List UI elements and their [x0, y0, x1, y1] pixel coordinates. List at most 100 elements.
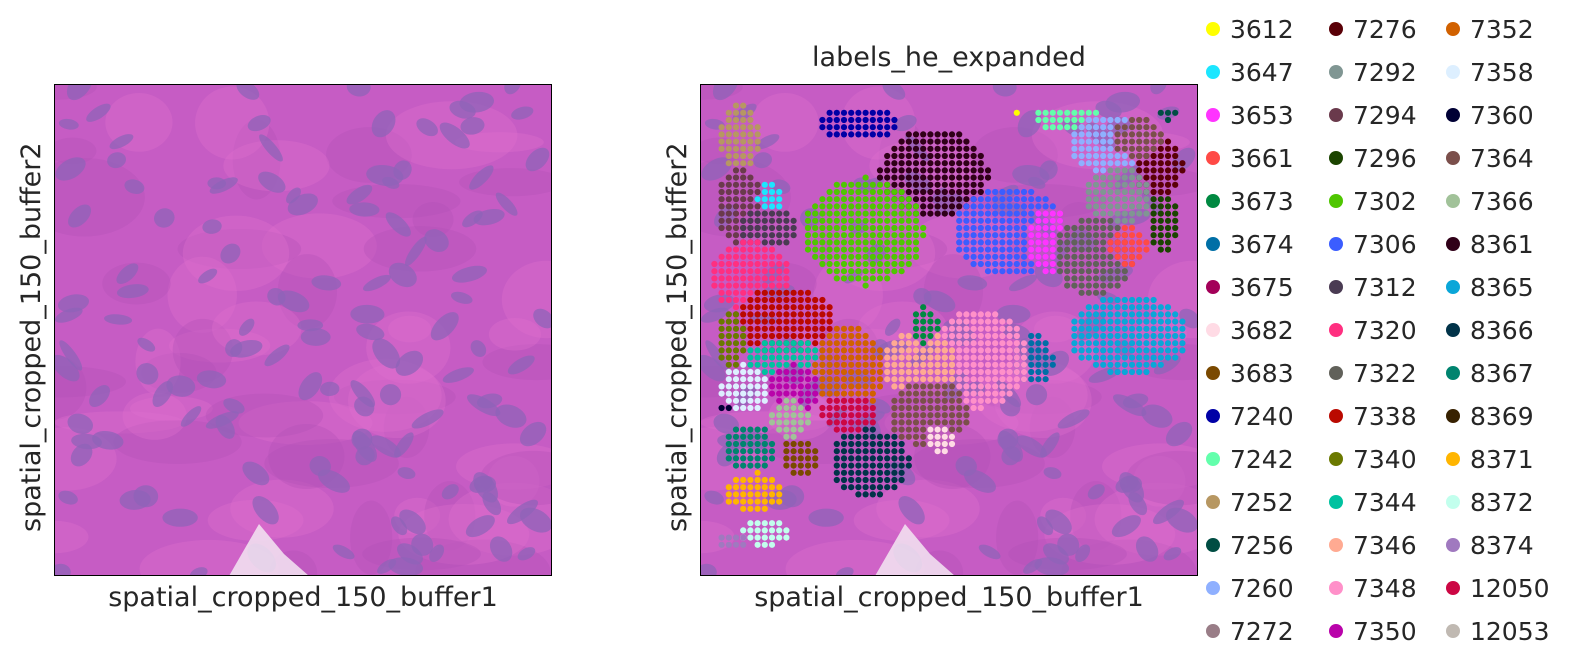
- label-point: [898, 426, 905, 433]
- label-point: [1100, 232, 1107, 239]
- label-point: [984, 376, 992, 383]
- label-point: [826, 246, 833, 253]
- label-point: [1085, 318, 1092, 325]
- label-point: [747, 455, 754, 462]
- label-point: [956, 325, 963, 332]
- label-point: [1049, 210, 1056, 217]
- label-point: [1020, 253, 1028, 260]
- label-point: [1049, 260, 1056, 268]
- legend-label: 7294: [1353, 100, 1417, 130]
- label-point: [1164, 347, 1172, 354]
- label-point: [754, 282, 761, 289]
- label-point: [1128, 131, 1136, 138]
- label-point: [768, 354, 776, 361]
- label-point: [927, 419, 934, 426]
- label-point: [812, 368, 819, 376]
- label-point: [977, 160, 984, 167]
- label-point: [934, 368, 941, 376]
- label-point: [898, 260, 905, 268]
- label-point: [1107, 124, 1114, 131]
- label-point: [1128, 145, 1136, 152]
- label-point: [826, 404, 833, 412]
- label-point: [761, 203, 768, 210]
- label-point: [840, 181, 848, 188]
- label-point: [999, 361, 1006, 368]
- label-point: [1085, 109, 1092, 116]
- label-point: [963, 368, 970, 376]
- label-point: [1172, 332, 1179, 340]
- label-point: [783, 354, 790, 361]
- label-point: [920, 304, 927, 311]
- label-point: [747, 152, 754, 160]
- label-point: [855, 361, 862, 368]
- label-point: [761, 390, 768, 397]
- label-point: [1114, 347, 1121, 354]
- legend-swatch: [1206, 366, 1220, 380]
- label-point: [992, 217, 999, 224]
- label-point: [1143, 332, 1150, 340]
- legend-label: 7240: [1230, 401, 1294, 431]
- label-point: [1028, 196, 1035, 203]
- label-point: [1150, 145, 1157, 152]
- label-point: [725, 217, 732, 224]
- label-point: [1085, 188, 1092, 196]
- label-point: [761, 304, 768, 311]
- label-point: [920, 390, 927, 397]
- label-point: [747, 340, 754, 347]
- stroma-patch: [1061, 539, 1197, 576]
- legend-item: 8361: [1446, 225, 1534, 263]
- legend-item: 7352: [1446, 10, 1534, 48]
- label-point: [891, 217, 898, 224]
- label-point: [898, 383, 905, 390]
- label-point: [855, 275, 862, 282]
- label-point: [747, 188, 754, 196]
- label-point: [1150, 361, 1157, 368]
- label-point: [812, 325, 819, 332]
- label-point: [776, 282, 783, 289]
- label-point: [768, 224, 776, 232]
- label-point: [869, 448, 876, 455]
- label-point: [1071, 340, 1078, 347]
- label-point: [1136, 232, 1143, 239]
- label-point: [776, 347, 783, 354]
- label-point: [812, 340, 819, 347]
- label-point: [833, 397, 840, 404]
- label-point: [754, 484, 761, 491]
- label-point: [747, 361, 754, 368]
- label-point: [804, 210, 812, 217]
- label-point: [855, 124, 862, 131]
- stroma-patch: [1126, 450, 1198, 506]
- label-point: [1092, 210, 1100, 217]
- label-point: [819, 217, 826, 224]
- label-point: [747, 260, 754, 268]
- label-point: [1100, 296, 1107, 304]
- label-point: [862, 131, 869, 138]
- label-point: [732, 160, 740, 167]
- label-point: [718, 124, 725, 131]
- label-point: [1114, 138, 1121, 145]
- label-point: [1136, 347, 1143, 354]
- label-point: [732, 152, 740, 160]
- label-point: [1020, 361, 1028, 368]
- label-point: [1157, 167, 1164, 174]
- label-point: [992, 325, 999, 332]
- cell-nucleus: [356, 323, 385, 341]
- label-point: [876, 484, 884, 491]
- label-point: [740, 311, 747, 318]
- label-point: [804, 361, 812, 368]
- label-point: [826, 224, 833, 232]
- label-point: [848, 440, 855, 448]
- label-point: [747, 304, 754, 311]
- label-point: [812, 246, 819, 253]
- label-point: [948, 196, 956, 203]
- legend-label: 7346: [1353, 530, 1417, 560]
- label-point: [740, 426, 747, 433]
- label-point: [855, 268, 862, 275]
- label-point: [725, 397, 732, 404]
- label-point: [948, 318, 956, 325]
- label-point: [776, 383, 783, 390]
- label-point: [711, 260, 718, 268]
- label-point: [869, 116, 876, 124]
- label-point: [956, 174, 963, 181]
- label-point: [776, 253, 783, 260]
